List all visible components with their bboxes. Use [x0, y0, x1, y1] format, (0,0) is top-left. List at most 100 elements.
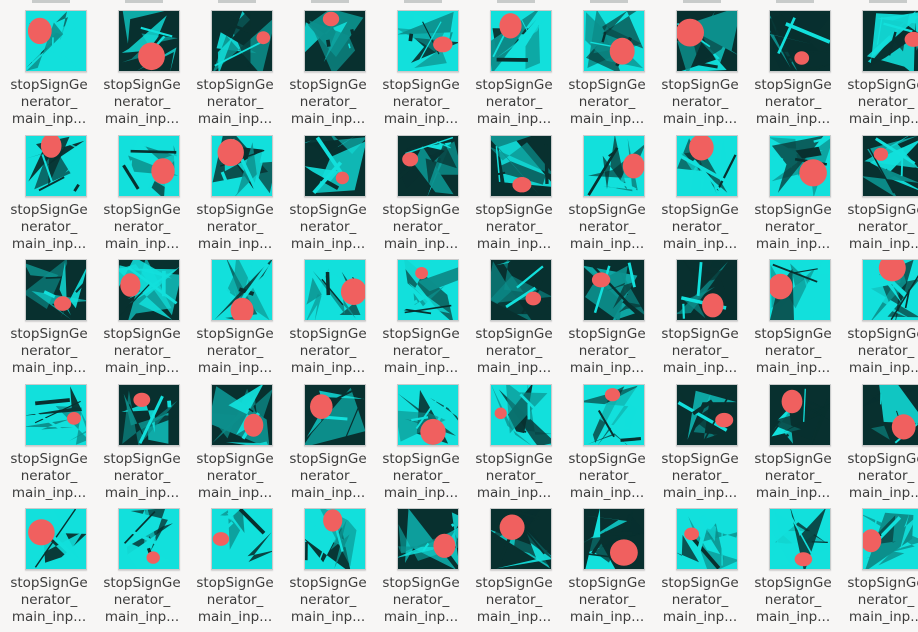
- file-item-partial[interactable]: [776, 0, 814, 3]
- stop-sign-image-thumbnail[interactable]: [676, 508, 738, 570]
- stop-sign-image-thumbnail[interactable]: [769, 135, 831, 197]
- stop-sign-image-thumbnail[interactable]: [397, 508, 459, 570]
- stop-sign-image-thumbnail[interactable]: [397, 384, 459, 446]
- file-item-partial[interactable]: [683, 0, 721, 3]
- stop-sign-image-thumbnail[interactable]: [304, 259, 366, 321]
- stop-sign-image-thumbnail[interactable]: [769, 259, 831, 321]
- stop-sign-image-thumbnail[interactable]: [490, 135, 552, 197]
- stop-sign-image-thumbnail[interactable]: [862, 384, 918, 446]
- file-item-partial[interactable]: [404, 0, 442, 3]
- stop-sign-image-thumbnail[interactable]: [769, 384, 831, 446]
- file-item-partial[interactable]: [218, 0, 256, 3]
- stop-sign-image-thumbnail[interactable]: [490, 10, 552, 72]
- stop-sign-image-thumbnail[interactable]: [211, 508, 273, 570]
- stop-sign-image-thumbnail[interactable]: [304, 10, 366, 72]
- file-item-partial[interactable]: [869, 0, 907, 3]
- file-item-partial[interactable]: [497, 0, 535, 3]
- stop-sign-image-thumbnail[interactable]: [25, 259, 87, 321]
- stop-sign-image-thumbnail[interactable]: [397, 10, 459, 72]
- stop-sign-image-thumbnail[interactable]: [583, 508, 645, 570]
- stop-sign-image-thumbnail[interactable]: [676, 259, 738, 321]
- stop-sign-image-thumbnail[interactable]: [583, 10, 645, 72]
- stop-sign-image-thumbnail[interactable]: [490, 508, 552, 570]
- stop-sign-image-thumbnail[interactable]: [397, 259, 459, 321]
- stop-sign-image-thumbnail[interactable]: [676, 384, 738, 446]
- file-item-partial[interactable]: [32, 0, 70, 3]
- stop-sign-image-thumbnail[interactable]: [676, 10, 738, 72]
- stop-sign-image-thumbnail[interactable]: [862, 508, 918, 570]
- stop-sign-image-thumbnail[interactable]: [211, 10, 273, 72]
- stop-sign-image-thumbnail[interactable]: [118, 508, 180, 570]
- stop-sign-image-thumbnail[interactable]: [304, 135, 366, 197]
- stop-sign-image-thumbnail[interactable]: [490, 384, 552, 446]
- file-item-partial[interactable]: [125, 0, 163, 3]
- stop-sign-image-thumbnail[interactable]: [397, 135, 459, 197]
- stop-sign-image-thumbnail[interactable]: [862, 259, 918, 321]
- stop-sign-image-thumbnail[interactable]: [862, 135, 918, 197]
- stop-sign-image-thumbnail[interactable]: [118, 135, 180, 197]
- stop-sign-image-thumbnail[interactable]: [769, 10, 831, 72]
- stop-sign-image-thumbnail[interactable]: [583, 259, 645, 321]
- stop-sign-image-thumbnail[interactable]: [583, 384, 645, 446]
- file-item-partial[interactable]: [590, 0, 628, 3]
- stop-sign-image-thumbnail[interactable]: [25, 384, 87, 446]
- stop-sign-image-thumbnail[interactable]: [211, 259, 273, 321]
- stop-sign-image-thumbnail[interactable]: [304, 508, 366, 570]
- stop-sign-image-thumbnail[interactable]: [25, 10, 87, 72]
- stop-sign-image-thumbnail[interactable]: [769, 508, 831, 570]
- stop-sign-image-thumbnail[interactable]: [676, 135, 738, 197]
- file-item-partial[interactable]: [311, 0, 349, 3]
- stop-sign-image-thumbnail[interactable]: [490, 259, 552, 321]
- stop-sign-image-thumbnail[interactable]: [583, 135, 645, 197]
- stop-sign-image-thumbnail[interactable]: [118, 10, 180, 72]
- stop-sign-image-thumbnail[interactable]: [211, 135, 273, 197]
